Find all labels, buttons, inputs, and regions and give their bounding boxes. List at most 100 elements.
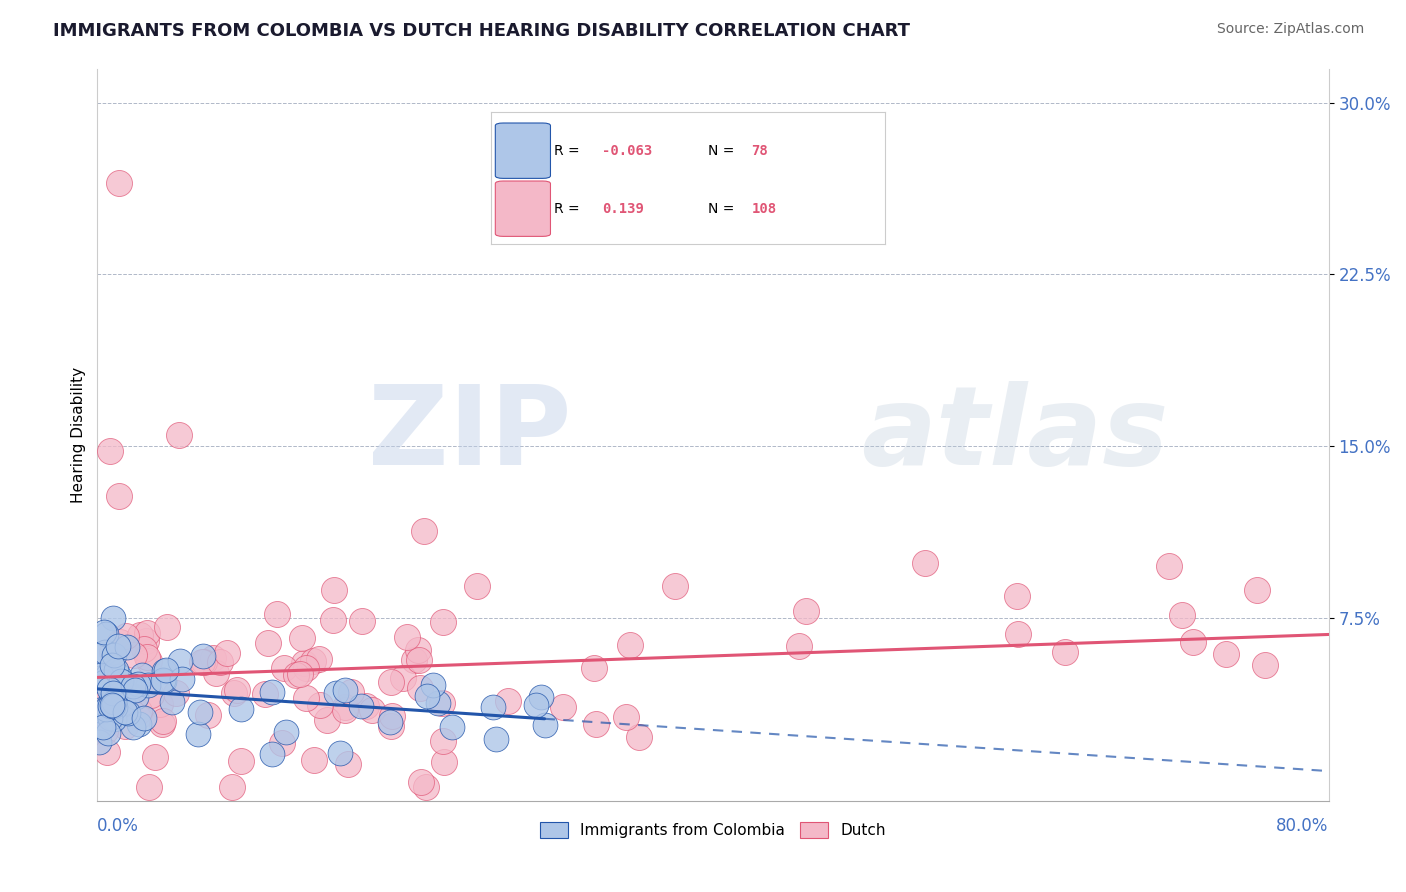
Point (101, 698, 124, 713)
Point (302, 654, 325, 668)
Point (89, 681, 111, 695)
Point (103, 712, 125, 726)
Point (322, 613, 344, 627)
Point (143, 749, 166, 764)
Point (114, 719, 136, 733)
Point (128, 704, 150, 718)
Point (93, 644, 115, 658)
Point (149, 697, 172, 711)
Point (202, 651, 225, 665)
Point (104, 700, 127, 714)
Point (107, 695, 129, 709)
Point (253, 687, 276, 701)
Point (90, 668, 112, 682)
Point (103, 695, 125, 709)
Point (132, 642, 155, 657)
Point (260, 685, 283, 699)
Point (404, 653, 426, 667)
Text: ZIP: ZIP (368, 381, 571, 488)
Point (104, 689, 127, 703)
Point (292, 656, 315, 670)
Point (411, 775, 433, 789)
Point (553, 700, 575, 714)
Point (107, 490, 129, 504)
Text: 0.0%: 0.0% (97, 817, 139, 835)
Point (138, 780, 160, 794)
Point (290, 666, 312, 681)
Point (89, 705, 111, 719)
Point (628, 730, 651, 744)
Point (524, 698, 547, 712)
Point (121, 680, 143, 694)
Point (107, 639, 129, 653)
Point (270, 735, 292, 749)
Point (191, 655, 214, 669)
Point (1054, 645, 1077, 659)
Point (416, 690, 439, 704)
Point (169, 654, 191, 668)
Text: Source: ZipAtlas.com: Source: ZipAtlas.com (1216, 22, 1364, 37)
Point (352, 615, 374, 629)
Point (108, 669, 131, 683)
Point (91, 698, 114, 712)
Point (291, 631, 314, 645)
Point (165, 686, 187, 700)
Point (141, 688, 163, 702)
Point (309, 698, 332, 712)
Point (101, 686, 124, 700)
Point (98, 682, 121, 697)
Point (160, 695, 183, 709)
Point (413, 524, 436, 538)
Point (127, 677, 149, 691)
Point (380, 675, 402, 690)
Point (226, 683, 249, 698)
Point (105, 684, 128, 698)
Point (664, 579, 686, 593)
Point (114, 705, 136, 719)
Point (108, 634, 131, 648)
Point (101, 698, 124, 712)
Point (97, 693, 120, 707)
Point (409, 681, 432, 695)
Point (432, 615, 454, 629)
Point (408, 653, 430, 667)
Point (87, 703, 110, 717)
Point (529, 690, 551, 705)
Point (1181, 634, 1204, 648)
Point (333, 703, 356, 717)
Point (93, 724, 115, 739)
Point (322, 583, 344, 598)
Point (1007, 627, 1029, 641)
Point (231, 702, 253, 716)
Point (114, 628, 136, 642)
Y-axis label: Hearing Disability: Hearing Disability (72, 367, 86, 503)
Point (101, 657, 124, 672)
Point (316, 713, 339, 727)
Point (131, 668, 153, 682)
Point (89, 647, 111, 661)
Point (103, 695, 125, 709)
Point (187, 727, 209, 741)
Point (94, 627, 117, 641)
Point (427, 696, 450, 710)
Point (153, 665, 176, 679)
Point (111, 696, 134, 710)
Point (152, 673, 174, 688)
Point (129, 628, 152, 642)
Point (105, 663, 128, 677)
Point (329, 746, 352, 760)
Point (110, 673, 132, 688)
Point (432, 696, 454, 710)
Point (98, 699, 121, 714)
Point (136, 678, 159, 692)
Point (155, 619, 177, 633)
Point (217, 646, 239, 660)
Point (135, 650, 157, 665)
Point (138, 654, 160, 668)
Point (619, 638, 641, 652)
Point (276, 724, 298, 739)
Point (381, 709, 404, 723)
Point (482, 699, 505, 714)
Point (295, 691, 318, 706)
Point (361, 703, 384, 717)
